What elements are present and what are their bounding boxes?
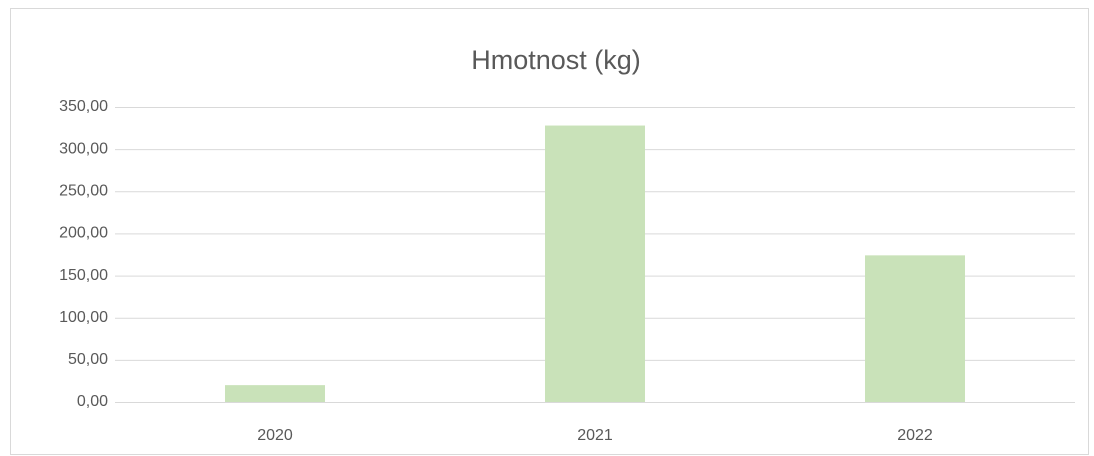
chart-title: Hmotnost (kg): [471, 45, 641, 75]
y-tick-label: 300,00: [59, 140, 108, 157]
y-tick-label: 150,00: [59, 267, 108, 284]
y-tick-label: 200,00: [59, 225, 108, 242]
y-tick-label: 350,00: [59, 98, 108, 115]
y-tick-label: 50,00: [68, 351, 108, 368]
x-tick-label: 2021: [577, 427, 613, 444]
bar: [225, 385, 325, 402]
y-tick-label: 0,00: [77, 393, 108, 410]
y-tick-label: 100,00: [59, 309, 108, 326]
bar: [865, 255, 965, 402]
x-tick-label: 2022: [897, 427, 933, 444]
y-tick-label: 250,00: [59, 183, 108, 200]
x-tick-label: 2020: [257, 427, 293, 444]
bar: [545, 125, 645, 403]
